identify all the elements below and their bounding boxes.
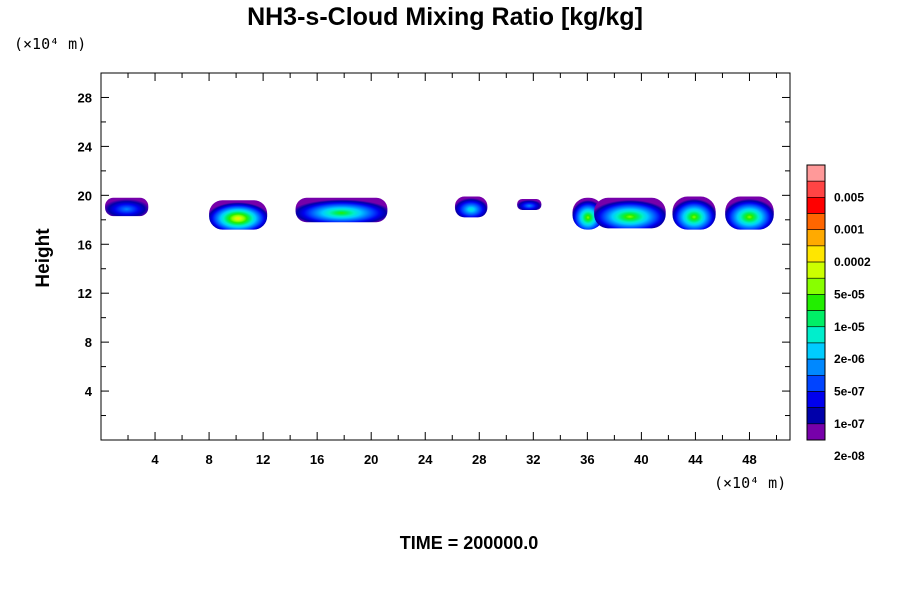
x-axis-unit: (×10⁴ m) (714, 474, 786, 492)
y-tick-label: 20 (78, 188, 92, 203)
y-tick-label: 12 (78, 286, 92, 301)
colorbar-swatch (806, 197, 826, 214)
x-tick-label: 24 (418, 452, 433, 467)
colorbar-swatch (806, 407, 826, 425)
x-tick-label: 20 (364, 452, 378, 467)
colorbar-label: 2e-08 (834, 449, 865, 463)
colorbar-swatch (806, 277, 826, 295)
cloud-region (209, 200, 268, 230)
cloud-region (454, 196, 488, 218)
x-tick-label: 16 (310, 452, 324, 467)
colorbar-label: 5e-05 (834, 287, 865, 301)
cloud-region (594, 197, 666, 229)
colorbar-swatch (806, 358, 826, 376)
time-annotation: TIME = 200000.0 (400, 533, 539, 553)
x-tick-label: 4 (151, 452, 159, 467)
colorbar-swatch (806, 229, 826, 247)
cloud-region (105, 197, 149, 217)
colorbar-label: 1e-07 (834, 417, 865, 431)
chart-title: NH3-s-Cloud Mixing Ratio [kg/kg] (247, 3, 643, 31)
cloud-region (517, 199, 542, 211)
colorbar-swatch (806, 310, 826, 328)
x-tick-label: 32 (526, 452, 540, 467)
plot-frame (100, 72, 791, 441)
x-tick-label: 36 (580, 452, 594, 467)
colorbar-swatch (806, 326, 826, 344)
colorbar-swatch (806, 245, 826, 263)
colorbar-label: 1e-05 (834, 320, 865, 334)
y-axis-label: Height (33, 228, 54, 288)
colorbar-label: 0.001 (834, 223, 864, 237)
cloud-region (295, 197, 388, 223)
colorbar-swatch (806, 294, 826, 311)
colorbar-swatch (806, 164, 826, 182)
colorbar-swatch (806, 423, 826, 441)
y-tick-label: 16 (78, 237, 92, 252)
colorbar-label: 2e-06 (834, 352, 865, 366)
y-tick-label: 24 (78, 139, 93, 154)
y-tick-label: 8 (85, 335, 92, 350)
x-tick-label: 8 (205, 452, 212, 467)
y-axis-unit: (×10⁴ m) (14, 35, 86, 53)
colorbar-label: 5e-07 (834, 384, 865, 398)
colorbar-label: 0.0002 (834, 255, 871, 269)
colorbar-swatch (806, 213, 826, 231)
colorbar: 0.005 0.001 0.0002 5e-05 1e-05 2e-06 5e-07 1e-0… (806, 164, 871, 463)
colorbar-swatch (806, 180, 826, 198)
x-tick-label: 44 (688, 452, 703, 467)
colorbar-swatch (806, 391, 826, 408)
colorbar-swatch (806, 342, 826, 360)
colorbar-swatch (806, 374, 826, 392)
colorbar-label: 0.005 (834, 190, 864, 204)
colorbar-swatch (806, 261, 826, 279)
y-tick-label: 28 (78, 90, 92, 105)
x-tick-label: 28 (472, 452, 486, 467)
x-tick-label: 12 (256, 452, 270, 467)
x-tick-label: 40 (634, 452, 648, 467)
y-tick-label: 4 (85, 384, 93, 399)
colorbar-frame (806, 164, 826, 441)
cloud-region (672, 196, 716, 230)
x-tick-label: 48 (742, 452, 756, 467)
cloud-region (725, 196, 774, 230)
